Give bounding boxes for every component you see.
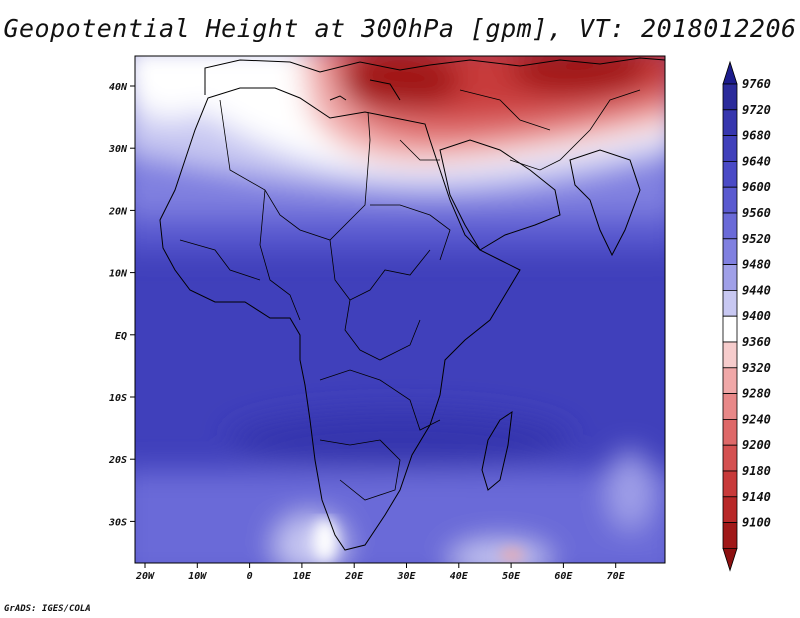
colorbar-swatch (722, 393, 738, 420)
lon-tick-label: 70E (607, 571, 626, 582)
lon-tick-label: 20W (135, 571, 155, 582)
colorbar-label: 9240 (742, 412, 771, 426)
colorbar-label: 9320 (742, 361, 771, 375)
colorbar-label: 9200 (742, 438, 771, 452)
colorbar-swatch (722, 264, 738, 291)
colorbar-swatch (722, 367, 738, 394)
colorbar-swatch (722, 418, 738, 446)
colorbar-label: 9100 (742, 516, 771, 530)
height-field (135, 56, 665, 563)
lat-tick-label: 10S (109, 393, 127, 404)
colorbar-label: 9280 (742, 387, 771, 401)
lat-tick-label: 30S (108, 517, 127, 528)
colorbar-swatch (722, 496, 738, 523)
colorbar-swatch (722, 160, 738, 188)
colorbar-label: 9720 (742, 103, 771, 117)
africa-coastline (159, 87, 521, 551)
colorbar-label: 9600 (742, 180, 771, 194)
lon-tick-label: 10E (293, 571, 312, 582)
colorbar-label: 9480 (742, 258, 771, 272)
europe-coastline (204, 57, 665, 95)
lon-tick-label: 10W (188, 571, 207, 582)
lon-tick-label: 20E (344, 571, 364, 582)
lon-tick-label: 30E (396, 571, 416, 582)
colorbar-swatch (722, 135, 738, 162)
colorbar-label: 9440 (742, 283, 771, 297)
mediterranean-islands (329, 79, 401, 101)
colorbar: 9760 9720 9680 9640 9600 9560 9520 9480 9440 9400… (722, 60, 771, 572)
colorbar-label: 9140 (742, 490, 771, 504)
lat-tick-label: 20S (108, 455, 127, 466)
country-borders (179, 89, 641, 501)
colorbar-swatch (722, 470, 738, 498)
colorbar-label: 9520 (742, 232, 771, 246)
colorbar-label: 9640 (742, 154, 771, 168)
lat-tick-label: 20N (108, 206, 128, 217)
lat-tick-label: 30N (108, 144, 128, 155)
madagascar-coastline (481, 410, 513, 491)
colorbar-top-arrow (722, 60, 738, 85)
coastlines (159, 57, 665, 551)
map-frame (134, 55, 666, 564)
colorbar-swatch (722, 109, 738, 137)
colorbar-label: 9360 (742, 335, 771, 349)
colorbar-swatch (722, 289, 738, 317)
colorbar-label: 9180 (742, 464, 771, 478)
map-title: Geopotential Height at 300hPa [gpm], VT:… (3, 14, 797, 43)
latitude-axis: 40N 30N 20N 10N EQ 10S 20S 30S (108, 82, 135, 528)
colorbar-swatch (722, 315, 738, 343)
lon-tick-label: 0 (247, 571, 253, 582)
lat-tick-label: 10N (109, 269, 128, 280)
lat-tick-label: 40N (109, 82, 128, 93)
colorbar-swatch (722, 522, 738, 549)
colorbar-swatch (722, 444, 738, 472)
longitude-axis: 20W 10W 0 10E 20E 30E 40E 50E 60E 70E (135, 563, 626, 582)
colorbar-label: 9680 (742, 129, 771, 143)
colorbar-label: 9560 (742, 206, 771, 220)
arabia-coastline (439, 139, 561, 251)
colorbar-swatch (722, 238, 738, 266)
colorbar-swatch (722, 186, 738, 214)
lon-tick-label: 40E (450, 571, 469, 582)
colorbar-swatch (722, 341, 738, 369)
lat-tick-label: EQ (115, 331, 127, 342)
colorbar-swatch (722, 83, 738, 111)
lon-tick-label: 50E (502, 571, 521, 582)
colorbar-bottom-arrow (722, 548, 738, 572)
lon-tick-label: 60E (554, 571, 573, 582)
colorbar-label: 9400 (742, 309, 771, 323)
grads-credit: GrADS: IGES/COLA (4, 604, 91, 614)
colorbar-label: 9760 (742, 77, 771, 91)
india-coastline (569, 149, 641, 257)
colorbar-swatch (722, 212, 738, 240)
